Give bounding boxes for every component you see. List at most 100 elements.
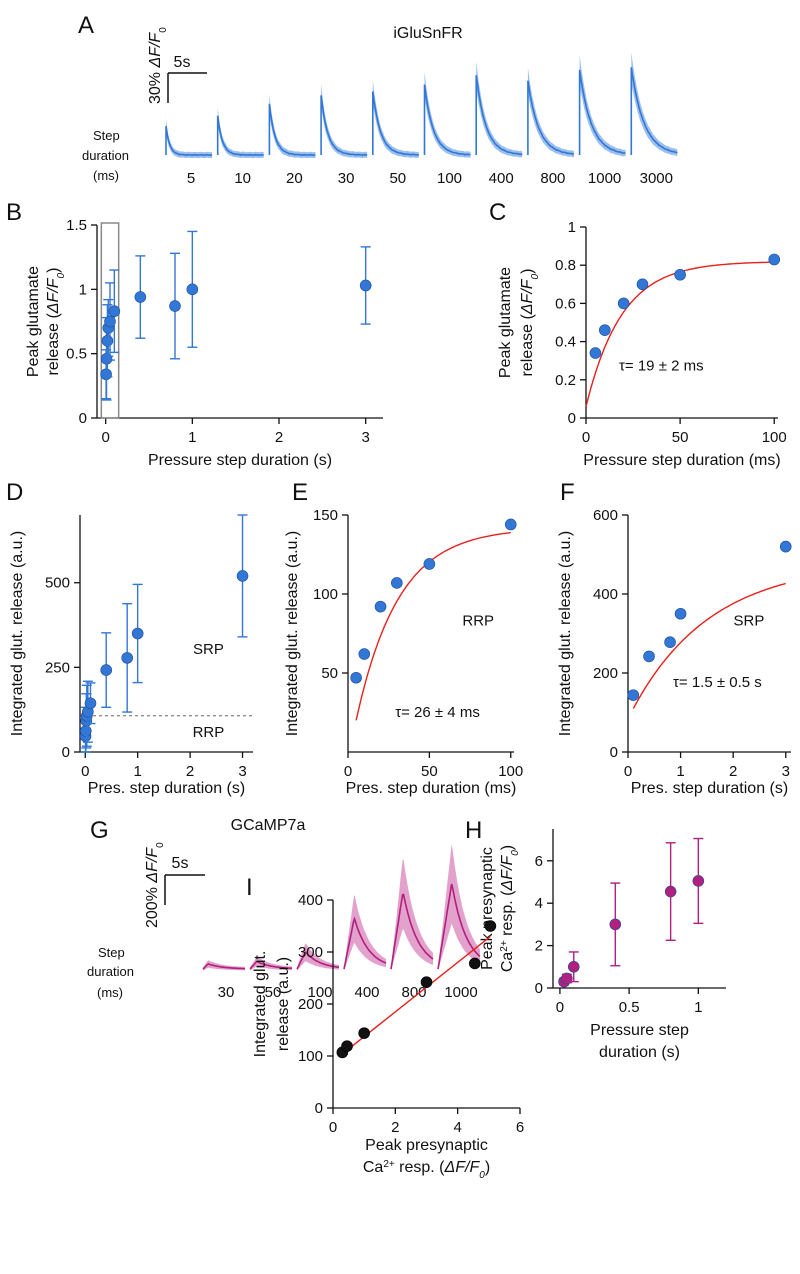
panel-a-row-label-1: Step xyxy=(93,128,120,143)
panel-a-trace xyxy=(475,61,523,158)
panel-g-duration-label: 800 xyxy=(401,984,426,1001)
panel-a-traces xyxy=(165,51,678,159)
panel-g-trace xyxy=(249,956,293,971)
panel-c-xlabel: Pressure step duration (ms) xyxy=(583,452,780,469)
panel-f-xtick-label: 3 xyxy=(782,763,790,780)
panel-a-trace xyxy=(578,55,626,157)
panel-g-duration-label: 50 xyxy=(265,984,282,1001)
panel-i-xtick-label: 6 xyxy=(516,1119,524,1136)
panel-g-traces xyxy=(202,844,481,971)
panel-f: F 0 1 2 3 0 200 400 600 Pres. step duration (s) In… xyxy=(557,479,792,797)
panel-d-label-rrp: RRP xyxy=(193,724,225,741)
panel-i-xtick-label: 4 xyxy=(453,1119,461,1136)
panel-i-point xyxy=(341,1040,353,1052)
panel-f-xtick-label: 0 xyxy=(624,763,632,780)
panel-e-point xyxy=(391,577,403,589)
panel-b-xtick-label: 0 xyxy=(101,429,109,446)
panel-e-point xyxy=(350,671,362,684)
panel-f-point xyxy=(664,636,676,648)
panel-g: G GCaMP7a 5s 200% ΔF/F0 Step duration (m… xyxy=(87,817,481,1001)
panel-b-xtick-label: 3 xyxy=(361,429,369,446)
panel-a-duration-labels: 5 10 20 30 50 100 400 800 1000 3000 xyxy=(187,170,673,187)
panel-b-point xyxy=(359,279,372,292)
panel-i-point xyxy=(469,957,481,970)
panel-b-letter: B xyxy=(6,199,22,226)
panel-g-trace xyxy=(390,859,434,971)
panel-b-point xyxy=(169,300,181,312)
panel-a-trace-mean xyxy=(216,115,264,157)
panel-b-ytick-label: 1.5 xyxy=(66,217,87,234)
panel-a-trace-mean xyxy=(320,95,368,156)
panel-f-tau-annotation: τ= 1.5 ± 0.5 s xyxy=(673,674,762,691)
panel-e-letter: E xyxy=(292,479,308,506)
panel-a-duration-label: 400 xyxy=(489,170,514,187)
panel-a-duration-label: 1000 xyxy=(588,170,621,187)
panel-e-ytick-label: 100 xyxy=(313,586,338,603)
panel-e-xtick-label: 100 xyxy=(498,763,523,780)
panel-i-ytick-label: 0 xyxy=(315,1100,323,1117)
panel-d-point xyxy=(84,697,97,710)
panel-f-fit-curve xyxy=(632,582,786,709)
panel-a-trace-band xyxy=(476,61,523,158)
panel-d-axes: 0 1 2 3 0 250 500 xyxy=(45,515,253,780)
panel-a-trace-mean xyxy=(578,69,626,155)
panel-d-ylabel: Integrated glut. release (a.u.) xyxy=(9,531,26,736)
panel-g-duration-label: 400 xyxy=(354,984,379,1001)
panel-b-inset-box xyxy=(100,222,120,419)
panel-e-point xyxy=(358,648,371,660)
panel-h: H 0 0.5 1 0 2 4 6 Pressure step duration (s) Peak … xyxy=(465,817,726,1061)
panel-f-ytick-label: 0 xyxy=(610,744,618,761)
panel-f-ytick-label: 400 xyxy=(593,586,618,603)
panel-a-duration-label: 3000 xyxy=(640,170,673,187)
panel-i-ytick-label: 100 xyxy=(298,1048,323,1065)
panel-i-point xyxy=(420,976,433,988)
panel-b-point xyxy=(134,291,147,303)
panel-a-trace-band xyxy=(424,71,471,158)
panel-a-duration-label: 20 xyxy=(286,170,303,187)
panel-g-trace-mean xyxy=(343,916,387,970)
panel-a-trace xyxy=(423,71,471,158)
panel-c-point xyxy=(599,324,611,336)
panel-b-axes: 0 1 2 3 0 0.5 1 1.5 xyxy=(66,217,383,446)
panel-i-ylabel: release (a.u.) xyxy=(275,957,292,1051)
panel-g-row-label-1: Step xyxy=(98,945,125,960)
panel-c-point xyxy=(768,253,781,266)
panel-d-ytick-label: 0 xyxy=(62,744,70,761)
panel-e-point xyxy=(374,600,387,613)
panel-i-ylabel: Integrated glut. xyxy=(252,951,269,1058)
panel-c-ylabel: Peak glutamate xyxy=(497,267,514,378)
panel-c-ytick-label: 0.8 xyxy=(555,257,576,274)
panel-a-trace xyxy=(630,51,678,157)
panel-c-ytick-label: 0 xyxy=(568,410,576,427)
panel-a-scalebar: 5s 30% ΔF/F0 xyxy=(147,27,207,104)
panel-f-ytick-label: 200 xyxy=(593,665,618,682)
panel-c-xtick-label: 0 xyxy=(582,429,590,446)
panel-c-ytick-label: 0.2 xyxy=(555,372,576,389)
panel-g-trace xyxy=(202,960,246,971)
panel-f-xtick-label: 1 xyxy=(676,763,684,780)
panel-g-duration-label: 100 xyxy=(307,984,332,1001)
panel-b-point xyxy=(101,334,114,347)
panel-f-letter: F xyxy=(560,479,575,506)
panel-f-point xyxy=(627,689,640,701)
panel-g-duration-labels: 30 50 100 400 800 1000 xyxy=(218,984,478,1001)
panel-f-xtick-label: 2 xyxy=(729,763,737,780)
panel-f-point xyxy=(643,650,655,663)
panel-a-trace-band xyxy=(166,119,212,159)
panel-g-trace xyxy=(437,844,481,971)
panel-i-point xyxy=(358,1027,370,1039)
panel-a-duration-label: 5 xyxy=(187,170,195,187)
panel-f-xlabel: Pres. step duration (s) xyxy=(631,780,788,797)
panel-g-trace xyxy=(296,943,340,971)
panel-a-trace xyxy=(320,84,368,159)
panel-g-trace-band xyxy=(438,844,480,971)
panel-a-scale-x: 5s xyxy=(174,54,191,71)
panel-a: A iGluSnFR 5s 30% ΔF/F0 Step duration (m… xyxy=(78,12,678,187)
panel-a-trace-mean xyxy=(268,103,316,157)
panel-c-tau-annotation: τ= 19 ± 2 ms xyxy=(619,357,704,374)
panel-i-ytick-label: 400 xyxy=(298,892,323,909)
panel-e-ylabel: Integrated glut. release (a.u.) xyxy=(284,531,301,736)
panel-a-trace xyxy=(165,119,213,159)
